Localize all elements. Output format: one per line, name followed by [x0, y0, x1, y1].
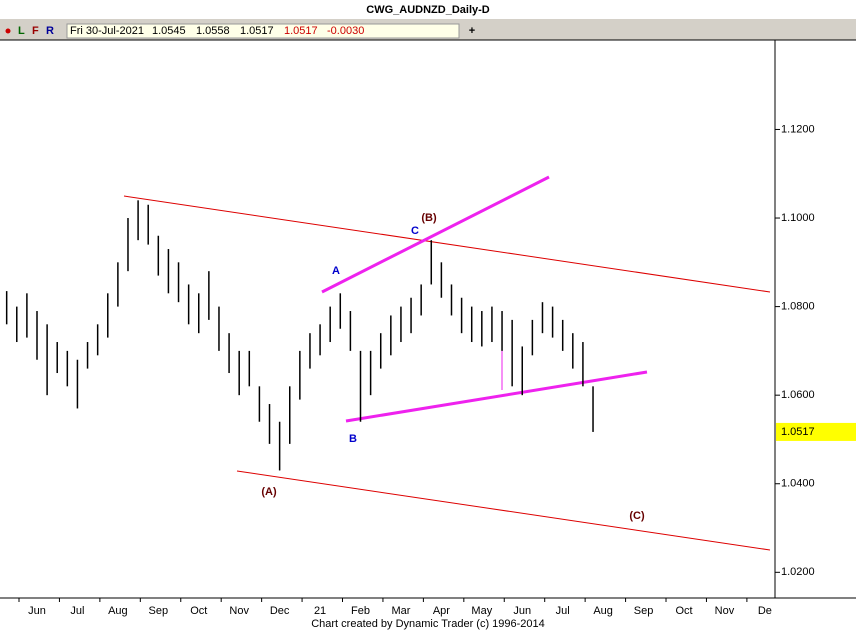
channel-bottom: [236, 470, 771, 551]
quote-change: -0.0030: [327, 25, 364, 37]
wedge-top: [321, 175, 550, 294]
y-tick-label: 1.1200: [781, 123, 815, 135]
footer: Chart created by Dynamic Trader (c) 1996…: [311, 618, 545, 630]
x-tick-label: 21: [314, 605, 326, 617]
x-tick-label: Jun: [513, 605, 531, 617]
x-tick-label: Oct: [190, 605, 207, 617]
marker-f[interactable]: F: [32, 25, 39, 37]
y-tick-label: 1.0200: [781, 566, 815, 578]
x-tick-label: De: [758, 605, 772, 617]
quote-box: [66, 23, 460, 39]
y-tick-label: 1.1000: [781, 212, 815, 224]
wedge-bottom: [345, 370, 648, 423]
channel-top: [123, 195, 771, 293]
x-tick-label: Oct: [675, 605, 692, 617]
x-tick-label: Aug: [108, 605, 128, 617]
x-tick-label: Jul: [556, 605, 570, 617]
quote-low: 1.0517: [240, 25, 274, 37]
x-tick-label: Jun: [28, 605, 46, 617]
last-price-label: 1.0517: [781, 426, 815, 438]
wave-label: (B): [421, 212, 437, 224]
x-tick-label: Jul: [70, 605, 84, 617]
wave-label: A: [332, 265, 340, 277]
quote-close: 1.0517: [284, 25, 318, 37]
quote-date: Fri 30-Jul-2021: [70, 25, 144, 37]
x-tick-label: Aug: [593, 605, 613, 617]
last-price-box: [776, 422, 856, 441]
quote-open: 1.0545: [152, 25, 186, 37]
y-tick-label: 1.0600: [781, 389, 815, 401]
x-tick-label: Nov: [715, 605, 735, 617]
status-dot: [5, 28, 11, 34]
x-tick-label: May: [471, 605, 492, 617]
quote-high: 1.0558: [196, 25, 230, 37]
x-tick-label: Feb: [351, 605, 370, 617]
marker-l[interactable]: L: [18, 25, 25, 37]
x-tick-label: Mar: [391, 605, 410, 617]
x-tick-label: Dec: [270, 605, 290, 617]
x-tick-label: Sep: [634, 605, 654, 617]
wave-label: (C): [629, 510, 645, 522]
trendlines: [123, 175, 771, 551]
wave-label: C: [411, 225, 419, 237]
marker-r[interactable]: R: [46, 25, 54, 37]
y-tick-label: 1.0400: [781, 478, 815, 490]
x-tick-label: Nov: [229, 605, 249, 617]
add-button[interactable]: +: [469, 25, 475, 37]
x-tick-label: Apr: [433, 605, 450, 617]
wave-label: B: [349, 433, 357, 445]
chart-title: CWG_AUDNZD_Daily-D: [366, 4, 490, 16]
wave-label: (A): [261, 486, 277, 498]
y-tick-label: 1.0800: [781, 301, 815, 313]
x-tick-label: Sep: [149, 605, 169, 617]
